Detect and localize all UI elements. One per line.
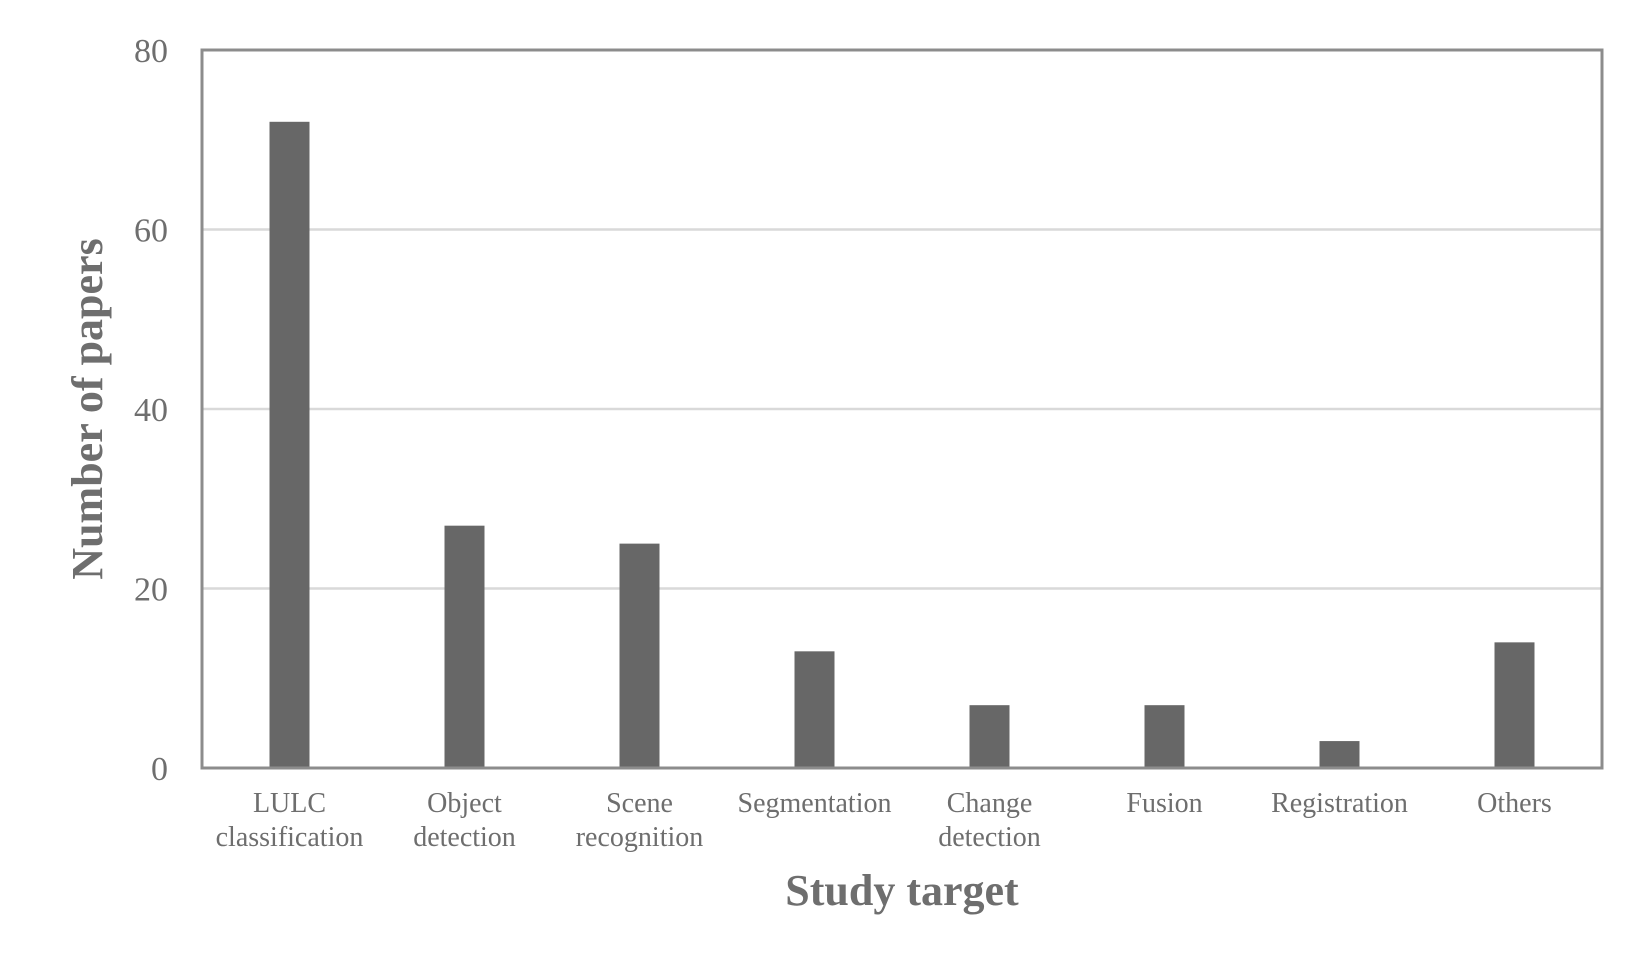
grid-lines <box>202 228 1602 590</box>
x-tick-label-line: LULC <box>253 788 326 819</box>
bars <box>269 121 1535 769</box>
bar <box>269 121 310 769</box>
y-tick-label: 0 <box>151 751 168 788</box>
bar <box>794 651 835 768</box>
bar <box>1144 705 1185 768</box>
x-tick-label: Others <box>1477 788 1552 819</box>
bar <box>1319 741 1360 768</box>
y-tick-label: 80 <box>134 33 168 70</box>
x-tick-label: Fusion <box>1126 788 1202 819</box>
x-tick-label-line: Change <box>947 788 1033 819</box>
y-axis-title: Number of papers <box>63 238 112 579</box>
x-tick-label: Change detection <box>938 788 1041 853</box>
x-tick-label-line: classification <box>216 822 364 853</box>
y-tick-labels: 0 20 40 60 80 <box>134 33 168 788</box>
bar <box>1494 642 1535 768</box>
x-axis-title: Study target <box>785 866 1019 915</box>
bar <box>619 543 660 768</box>
x-tick-label: Segmentation <box>738 788 892 819</box>
plot-frame <box>200 48 1604 770</box>
x-tick-label: LULC classification <box>216 788 364 853</box>
y-tick-label: 40 <box>134 392 168 429</box>
x-tick-label-line: Registration <box>1271 788 1408 819</box>
bar <box>444 525 485 768</box>
x-tick-label-line: Object <box>427 788 502 819</box>
x-tick-label-line: Segmentation <box>738 788 892 819</box>
x-tick-label-line: recognition <box>576 822 704 853</box>
x-tick-label-line: Fusion <box>1126 788 1202 819</box>
x-tick-label-line: Others <box>1477 788 1552 819</box>
x-tick-label-line: detection <box>938 822 1041 853</box>
y-tick-label: 20 <box>134 572 168 609</box>
x-tick-label-line: Scene <box>606 788 673 819</box>
bar <box>969 705 1010 768</box>
y-tick-label: 60 <box>134 213 168 250</box>
x-tick-label-line: detection <box>413 822 516 853</box>
x-tick-label: Scene recognition <box>576 788 704 853</box>
x-tick-label: Registration <box>1271 788 1408 819</box>
x-tick-label: Object detection <box>413 788 516 853</box>
